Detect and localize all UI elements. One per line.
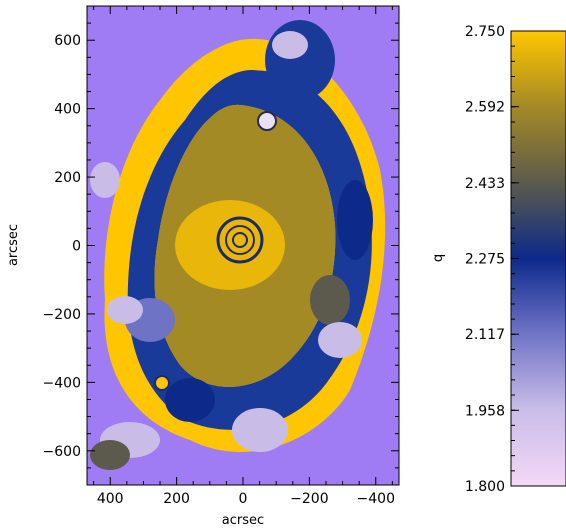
patch [165,378,215,422]
central-ring [225,225,255,255]
patch [310,275,350,325]
patch [90,162,120,198]
patch [265,20,335,100]
colorbar-tick-label: 2.750 [465,24,505,40]
patch [232,408,288,452]
blue-ring [127,70,372,430]
colorbar-label: q [431,254,446,262]
colorbar [510,30,566,487]
map-image [90,20,386,470]
colorbar-tick-label: 2.592 [465,100,505,116]
colorbar-tick-label: 1.800 [465,479,505,495]
x-tick-label: −200 [290,491,328,507]
map-panel: 400 200 0 −200 −400 600 400 200 0 −200 −400 −600 ac… [6,5,400,528]
small-ring [154,375,170,391]
patch [337,180,373,260]
colorbar-axes: 2.750 2.592 2.433 2.275 2.117 1.958 1.800 [465,24,519,495]
map-axes: 400 200 0 −200 −400 600 400 200 0 −200 −400 −600 [43,6,399,507]
colorbar-tick-label: 2.117 [465,327,505,343]
central-ring [232,232,248,248]
x-axis-label: acrsec [222,513,264,528]
patch [318,322,362,358]
y-tick-label: 0 [72,239,81,255]
y-tick-label: 600 [54,33,81,49]
colorbar-tick-label: 2.433 [465,176,505,192]
y-tick-label: −200 [43,307,81,323]
central-ring [216,216,264,264]
y-axis-label: arcsec [6,224,21,266]
x-tick-label: 200 [163,491,190,507]
x-tick-label: 0 [239,491,248,507]
y-tick-label: 200 [54,170,81,186]
colorbar-tick-label: 2.275 [465,252,505,268]
y-tick-label: −600 [43,444,81,460]
x-tick-label: 400 [97,491,124,507]
y-tick-label: −400 [43,375,81,391]
patch [272,31,308,59]
patch [107,296,143,324]
x-tick-label: −400 [357,491,395,507]
patch [90,440,130,470]
colorbar-panel: 2.750 2.592 2.433 2.275 2.117 1.958 1.800 q [431,24,566,495]
colorbar-tick-label: 1.958 [465,403,505,419]
small-ring [257,111,277,131]
y-tick-label: 400 [54,102,81,118]
core [175,200,285,290]
